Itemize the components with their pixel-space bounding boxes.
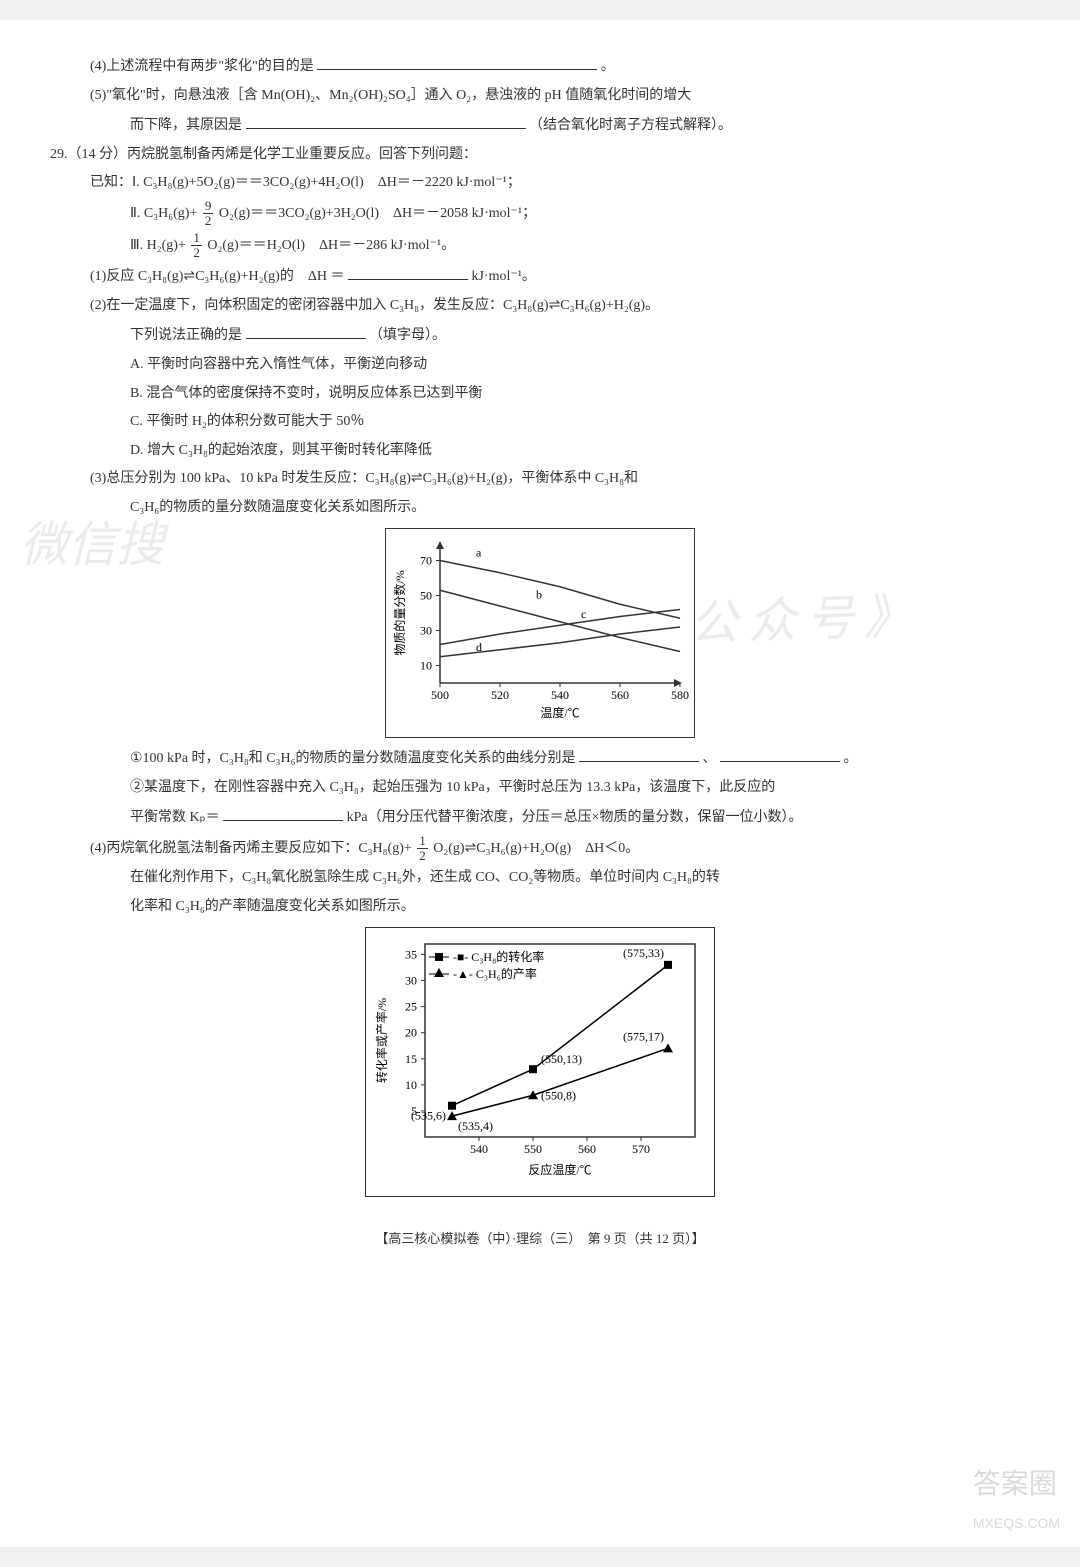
p1b: kJ·mol⁻¹。 (471, 269, 535, 284)
q28-p5a: (5)"氧化"时，向悬浊液［含 Mn(OH)₂、Mn₂(OH)₂SO₄］通入 O… (50, 83, 1030, 110)
q28-p4: (4)上述流程中有两步"浆化"的目的是 。 (50, 52, 1030, 81)
eq2a: Ⅱ. C₃H₆(g)+ (130, 206, 197, 221)
p3-1b: 、 (702, 751, 716, 766)
svg-text:c: c (581, 606, 586, 620)
svg-text:560: 560 (578, 1142, 596, 1156)
chart2-svg: 5101520253035540550560570(535,6)(550,13)… (370, 932, 710, 1182)
svg-text:-▲- C₃H₆的产率: -▲- C₃H₆的产率 (453, 966, 537, 981)
svg-text:a: a (476, 545, 482, 559)
p3-1c: 。 (843, 751, 857, 766)
svg-text:b: b (536, 587, 542, 601)
svg-text:550: 550 (524, 1142, 542, 1156)
svg-text:580: 580 (671, 688, 689, 702)
svg-text:温度/℃: 温度/℃ (540, 705, 579, 720)
blank-q29-1 (348, 262, 468, 280)
blank-q28-4 (317, 52, 597, 70)
chart2-wrap: 5101520253035540550560570(535,6)(550,13)… (50, 927, 1030, 1198)
q29-p3-2b-row: 平衡常数 Kₚ＝ kPa（用分压代替平衡浓度，分压＝总压×物质的量分数，保留一位… (50, 803, 1030, 832)
blank-q28-5 (246, 111, 526, 129)
p4a: (4)丙烷氧化脱氢法制备丙烯主要反应如下：C₃H₈(g)+ (90, 841, 412, 856)
svg-text:转化率或产率/%: 转化率或产率/% (374, 997, 389, 1082)
svg-text:反应温度/℃: 反应温度/℃ (528, 1162, 591, 1177)
watermark-corner: 答案圈 MXEQS.COM (973, 1457, 1060, 1537)
svg-text:-■- C₃H₈的转化率: -■- C₃H₈的转化率 (453, 949, 544, 964)
p1a: (1)反应 C₃H₈(g)⇌C₃H₆(g)+H₂(g)的 ΔH ＝ (90, 269, 344, 284)
svg-text:560: 560 (611, 688, 629, 702)
eq3-frac: 1 2 (191, 231, 202, 261)
chart1-svg: 10 30 50 70 500 520 540 560 580 a b c d 温度/℃ 物质的量分数/% (390, 533, 690, 723)
q29-p4a-row: (4)丙烷氧化脱氢法制备丙烯主要反应如下：C₃H₈(g)+ 1 2 O₂(g)⇌… (50, 834, 1030, 864)
svg-text:520: 520 (491, 688, 509, 702)
eq3b: O₂(g)＝＝H₂O(l) ΔH＝－286 kJ·mol⁻¹。 (207, 238, 455, 253)
svg-text:10: 10 (405, 1077, 417, 1091)
svg-text:35: 35 (405, 947, 417, 961)
svg-text:(535,6): (535,6) (411, 1108, 446, 1122)
q29-p1: (1)反应 C₃H₈(g)⇌C₃H₆(g)+H₂(g)的 ΔH ＝ kJ·mol… (50, 262, 1030, 291)
chart1-wrap: 10 30 50 70 500 520 540 560 580 a b c d 温度/℃ 物质的量分数/% (50, 528, 1030, 739)
q28-p5b-row: 而下降，其原因是 （结合氧化时离子方程式解释）。 (50, 111, 1030, 140)
blank-q29-kp (223, 803, 343, 821)
q28-p4-end: 。 (601, 59, 615, 74)
q29-p2b-row: 下列说法正确的是 （填字母）。 (50, 321, 1030, 350)
page-footer: 【高三核心模拟卷（中）·理综（三） 第 9 页（共 12 页）】 (50, 1217, 1030, 1252)
svg-text:30: 30 (420, 623, 432, 637)
q29-known: 已知：Ⅰ. C₃H₈(g)+5O₂(g)＝＝3CO₂(g)+4H₂O(l) ΔH… (50, 170, 1030, 197)
wm-c2: MXEQS.COM (973, 1510, 1060, 1537)
q29-p4c: 在催化剂作用下，C₃H₈氧化脱氢除生成 C₃H₆外，还生成 CO、CO₂等物质。… (50, 865, 1030, 892)
q29-p3a: (3)总压分别为 100 kPa、10 kPa 时发生反应：C₃H₈(g)⇌C₃… (50, 466, 1030, 493)
q29-eq3: Ⅲ. H₂(g)+ 1 2 O₂(g)＝＝H₂O(l) ΔH＝－286 kJ·m… (50, 231, 1030, 261)
p4b: O₂(g)⇌C₃H₆(g)+H₂O(g) ΔH＜0。 (433, 841, 639, 856)
svg-text:25: 25 (405, 999, 417, 1013)
q29-eq2: Ⅱ. C₃H₆(g)+ 9 2 O₂(g)＝＝3CO₂(g)+3H₂O(l) Δ… (50, 199, 1030, 229)
chart1-box: 10 30 50 70 500 520 540 560 580 a b c d 温度/℃ 物质的量分数/% (385, 528, 695, 739)
q29-p3b: C₃H₆的物质的量分数随温度变化关系如图所示。 (50, 495, 1030, 522)
svg-text:30: 30 (405, 973, 417, 987)
p2c: （填字母）。 (369, 328, 446, 343)
blank-q29-3a (579, 744, 699, 762)
exam-page: 微信搜 《高三答案公众号》 (4)上述流程中有两步"浆化"的目的是 。 (5)"… (0, 20, 1080, 1547)
svg-text:(550,13): (550,13) (541, 1052, 582, 1066)
svg-text:500: 500 (431, 688, 449, 702)
p3-2c: kPa（用分压代替平衡浓度，分压＝总压×物质的量分数，保留一位小数）。 (347, 810, 803, 825)
wm-c1: 答案圈 (973, 1457, 1060, 1510)
q29-p4d: 化率和 C₃H₆的产率随温度变化关系如图所示。 (50, 894, 1030, 921)
svg-text:20: 20 (405, 1025, 417, 1039)
eq3a: Ⅲ. H₂(g)+ (130, 238, 186, 253)
blank-q29-3b (720, 744, 840, 762)
eq2b: O₂(g)＝＝3CO₂(g)+3H₂O(l) ΔH＝－2058 kJ·mol⁻¹… (219, 206, 536, 221)
svg-text:(535,4): (535,4) (458, 1119, 493, 1133)
p3-1a: ①100 kPa 时，C₃H₈和 C₃H₆的物质的量分数随温度变化关系的曲线分别… (130, 751, 575, 766)
optC: C. 平衡时 H₂的体积分数可能大于 50％ (50, 409, 1030, 436)
optD: D. 增大 C₃H₈的起始浓度，则其平衡时转化率降低 (50, 438, 1030, 465)
blank-q29-2 (246, 321, 366, 339)
q29-p2a: (2)在一定温度下，向体积固定的密闭容器中加入 C₃H₈，发生反应：C₃H₈(g… (50, 293, 1030, 320)
svg-text:d: d (476, 640, 482, 654)
svg-text:50: 50 (420, 588, 432, 602)
svg-text:10: 10 (420, 658, 432, 672)
svg-text:物质的量分数/%: 物质的量分数/% (392, 570, 407, 655)
q29-p3-2a: ②某温度下，在刚性容器中充入 C₃H₈，起始压强为 10 kPa，平衡时总压为 … (50, 775, 1030, 802)
svg-text:70: 70 (420, 553, 432, 567)
q29-head: 29.（14 分）丙烷脱氢制备丙烯是化学工业重要反应。回答下列问题： (50, 142, 1030, 169)
svg-text:570: 570 (632, 1142, 650, 1156)
svg-text:540: 540 (551, 688, 569, 702)
svg-text:(575,17): (575,17) (623, 1029, 664, 1043)
p4-frac: 1 2 (417, 834, 428, 864)
svg-text:15: 15 (405, 1051, 417, 1065)
q28-p4-text: (4)上述流程中有两步"浆化"的目的是 (90, 59, 314, 74)
p3-2b: 平衡常数 Kₚ＝ (130, 810, 220, 825)
optA: A. 平衡时向容器中充入惰性气体，平衡逆向移动 (50, 352, 1030, 379)
optB: B. 混合气体的密度保持不变时，说明反应体系已达到平衡 (50, 381, 1030, 408)
eq2-frac: 9 2 (203, 199, 214, 229)
q28-p5b-end: （结合氧化时离子方程式解释）。 (529, 118, 732, 133)
svg-text:(575,33): (575,33) (623, 946, 664, 960)
svg-text:(550,8): (550,8) (541, 1088, 576, 1102)
p2b: 下列说法正确的是 (130, 328, 242, 343)
svg-text:540: 540 (470, 1142, 488, 1156)
q28-p5b: 而下降，其原因是 (130, 118, 242, 133)
chart2-box: 5101520253035540550560570(535,6)(550,13)… (365, 927, 715, 1198)
q29-p3-1: ①100 kPa 时，C₃H₈和 C₃H₆的物质的量分数随温度变化关系的曲线分别… (50, 744, 1030, 773)
